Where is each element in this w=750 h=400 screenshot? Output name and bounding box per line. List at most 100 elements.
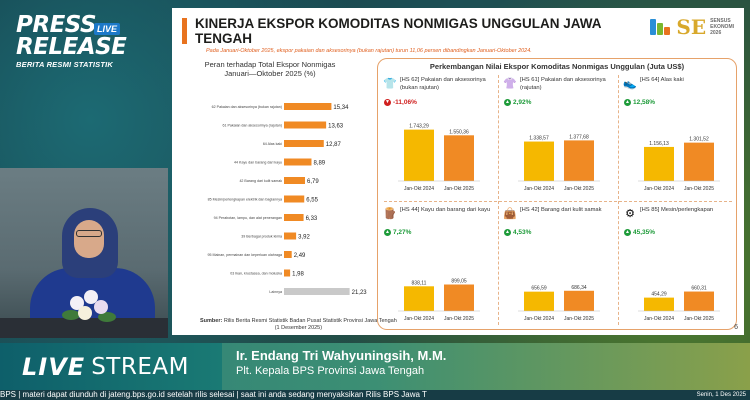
- change-percent: 12,58%: [633, 99, 656, 107]
- leather-icon: 👜: [503, 208, 517, 220]
- value-bar: [684, 142, 714, 181]
- panel-divider: [618, 75, 619, 325]
- share-value-label: 6,55: [306, 198, 318, 204]
- card-title: [HS 62] Pakaian dan aksesorinya (bukan r…: [400, 77, 486, 91]
- slide-title: KINERJA EKSPOR KOMODITAS NONMIGAS UNGGUL…: [182, 16, 622, 46]
- logo-subtitle: BERITA RESMI STATISTIK: [16, 60, 114, 69]
- value-label: 838,11: [412, 280, 427, 286]
- share-bar: [284, 140, 324, 147]
- change-indicator: ▲ 2,92%: [504, 99, 531, 106]
- arrow-down-icon: ▼: [384, 99, 391, 106]
- share-value-label: 6,79: [307, 179, 319, 185]
- change-indicator: ▲ 7,27%: [384, 229, 411, 236]
- source-label: Sumber:: [200, 318, 223, 324]
- value-bar: [564, 140, 594, 181]
- category-label: Lainnya: [269, 290, 282, 294]
- speaker-name: Ir. Endang Tri Wahyuningsih, M.M.: [236, 348, 447, 363]
- se-mark-icon: SE: [676, 15, 707, 39]
- shoe-icon: 👟: [623, 78, 637, 90]
- value-bar: [524, 291, 554, 311]
- sensus-line-2: EKONOMI: [710, 24, 734, 30]
- category-label: 64 Alas kaki: [263, 142, 282, 146]
- wood-icon: 🪵: [383, 208, 397, 220]
- sensus-line-3: 2026: [710, 30, 722, 36]
- export-card: 🪵 [HS 44] Kayu dan barang dari kayu ▲ 7,27%…: [380, 205, 498, 329]
- category-label: 61 Pakaian dan aksesorinya (rajutan): [222, 124, 282, 128]
- share-value-label: 12,87: [326, 142, 342, 148]
- share-value-label: 6,33: [306, 216, 318, 222]
- value-bar: [684, 291, 714, 311]
- period-label: Jan-Okt 2025: [684, 316, 714, 322]
- category-label: 85 Mesin/perlengkapan elektrik dan bagia…: [208, 198, 282, 202]
- value-label: 1.301,52: [689, 137, 709, 143]
- arrow-up-icon: ▲: [384, 229, 391, 236]
- source-note: Sumber: Rilis Berita Resmi Statistik Bad…: [200, 318, 397, 332]
- live-label: LIVE: [22, 352, 86, 381]
- export-growth-panel: Perkembangan Nilai Ekspor Komoditas Nonm…: [377, 58, 737, 330]
- value-bar: [404, 286, 434, 311]
- period-label: Jan-Okt 2024: [404, 186, 434, 192]
- share-value-label: 1,98: [292, 272, 304, 278]
- share-bar: [284, 158, 312, 166]
- change-percent: 2,92%: [513, 99, 532, 107]
- share-bar: [284, 195, 305, 203]
- source-date: (1 Desember 2025): [274, 325, 323, 331]
- card-bar-chart: 1.338,57 Jan-Okt 2024 1.377,68 Jan-Okt 2025: [518, 134, 600, 192]
- value-label: 1.550,36: [449, 129, 469, 135]
- card-title: [HS 42] Barang dari kulit samak: [520, 207, 602, 213]
- value-bar: [524, 141, 554, 181]
- change-indicator: ▲ 12,58%: [624, 99, 655, 106]
- right-panel-title: Perkembangan Nilai Ekspor Komoditas Nonm…: [429, 62, 685, 71]
- export-card: 👚 [HS 61] Pakaian dan aksesorinya (rajuta…: [500, 75, 618, 199]
- period-label: Jan-Okt 2024: [644, 316, 674, 322]
- category-label: 39 Berbagai produk kimia: [241, 235, 282, 239]
- presentation-slide: KINERJA EKSPOR KOMODITAS NONMIGAS UNGGUL…: [172, 8, 744, 335]
- value-label: 656,59: [531, 286, 547, 292]
- card-bar-chart: 1.743,29 Jan-Okt 2024 1.550,36 Jan-Okt 2025: [398, 124, 480, 192]
- period-label: Jan-Okt 2025: [444, 316, 474, 322]
- card-bar-chart: 1.156,13 Jan-Okt 2024 1.301,52 Jan-Okt 2025: [638, 137, 720, 192]
- category-label: 95 Mainan, permainan dan keperluan olahr…: [207, 253, 282, 257]
- change-percent: 4,53%: [513, 229, 532, 237]
- value-bar: [644, 146, 674, 181]
- period-label: Jan-Okt 2024: [524, 316, 554, 322]
- card-bar-chart: 454,29 Jan-Okt 2024 660,31 Jan-Okt 2025: [638, 286, 720, 322]
- period-label: Jan-Okt 2024: [404, 316, 434, 322]
- presenter-desk: [0, 318, 168, 338]
- export-card: ⚙ [HS 85] Mesin/perlengkapan ▲ 45,35% 454,29…: [620, 205, 738, 329]
- source-text: Rilis Berita Resmi Statistik Badan Pusat…: [223, 318, 397, 324]
- speaker-role: Plt. Kepala BPS Provinsi Jawa Tengah: [236, 365, 425, 377]
- share-value-label: 21,23: [352, 290, 368, 296]
- left-chart-title: Peran terhadap Total Ekspor Nonmigas Jan…: [204, 60, 336, 78]
- share-bar: [284, 288, 350, 295]
- speaker-caption: Ir. Endang Tri Wahyuningsih, M.M. Plt. K…: [236, 348, 446, 377]
- bps-logo: [650, 19, 672, 35]
- period-label: Jan-Okt 2024: [524, 186, 554, 192]
- share-bar-chart: 62 Pakaian dan aksesorinya (bukan rajuta…: [207, 103, 368, 296]
- share-value-label: 13,63: [328, 124, 344, 130]
- change-percent: 7,27%: [393, 229, 412, 237]
- share-bar: [284, 214, 304, 221]
- period-label: Jan-Okt 2025: [684, 186, 714, 192]
- export-card: 👜 [HS 42] Barang dari kulit samak ▲ 4,53% 65…: [500, 205, 618, 329]
- share-bar: [284, 177, 305, 184]
- value-label: 686,34: [571, 285, 587, 291]
- share-value-label: 8,89: [313, 161, 325, 167]
- live-stream-badge: LIVE STREAM: [0, 343, 222, 390]
- period-label: Jan-Okt 2024: [644, 186, 674, 192]
- shirt-icon: 👕: [383, 78, 397, 90]
- logo-press-text: PRESS: [16, 12, 97, 38]
- value-label: 899,05: [451, 279, 467, 285]
- panel-divider: [498, 75, 499, 325]
- sensus-line-1: SENSUS: [710, 18, 731, 24]
- logo-release-text: RELEASE: [16, 34, 127, 60]
- value-bar: [644, 297, 674, 311]
- machine-icon: ⚙: [625, 208, 635, 220]
- arrow-up-icon: ▲: [624, 229, 631, 236]
- card-title: [HS 61] Pakaian dan aksesorinya (rajutan…: [520, 77, 606, 91]
- arrow-up-icon: ▲: [504, 99, 511, 106]
- arrow-up-icon: ▲: [624, 99, 631, 106]
- card-title: [HS 85] Mesin/perlengkapan: [640, 207, 714, 213]
- card-title: [HS 64] Alas kaki: [640, 77, 684, 83]
- card-bar-chart: 656,59 Jan-Okt 2024 686,34 Jan-Okt 2025: [518, 285, 600, 322]
